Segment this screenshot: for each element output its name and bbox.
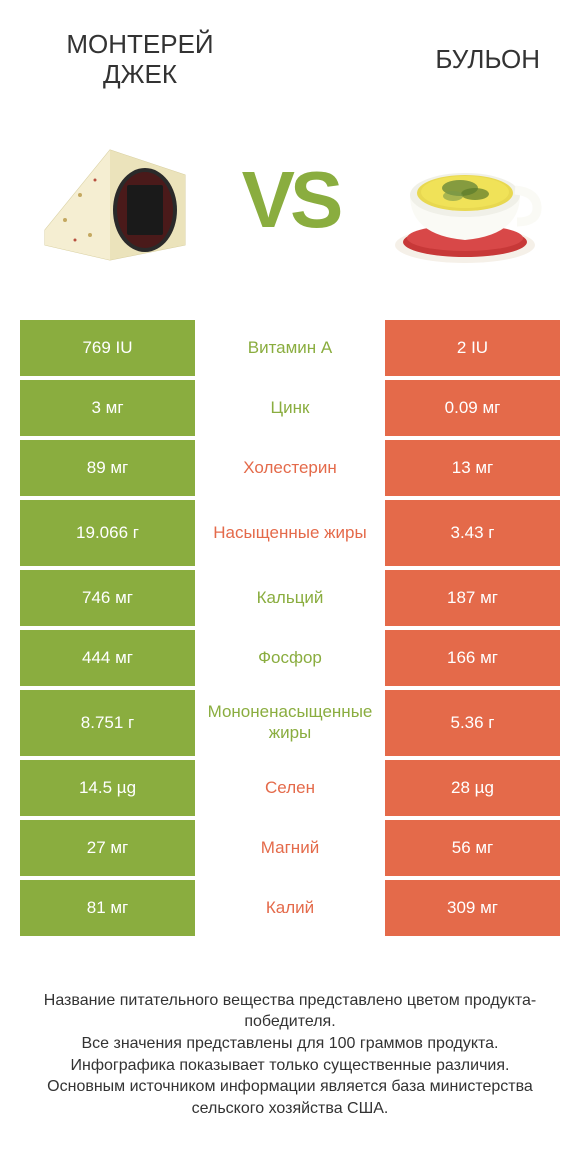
header: МОНТЕРЕЙ ДЖЕК БУЛЬОН (0, 0, 580, 100)
footer-notes: Название питательного вещества представл… (0, 940, 580, 1120)
cell-nutrient-label: Селен (195, 760, 385, 816)
cell-nutrient-label: Насыщенные жиры (195, 500, 385, 566)
images-row: VS (0, 100, 580, 320)
vs-badge: VS (242, 154, 339, 246)
cell-left-value: 81 мг (20, 880, 195, 936)
title-right: БУЛЬОН (340, 30, 540, 75)
cell-right-value: 0.09 мг (385, 380, 560, 436)
cell-left-value: 8.751 г (20, 690, 195, 756)
cell-right-value: 13 мг (385, 440, 560, 496)
table-row: 89 мгХолестерин13 мг (20, 440, 560, 496)
cell-left-value: 27 мг (20, 820, 195, 876)
cell-left-value: 89 мг (20, 440, 195, 496)
cell-nutrient-label: Витамин A (195, 320, 385, 376)
cell-right-value: 28 µg (385, 760, 560, 816)
cell-right-value: 5.36 г (385, 690, 560, 756)
cell-nutrient-label: Фосфор (195, 630, 385, 686)
table-row: 81 мгКалий309 мг (20, 880, 560, 936)
cell-left-value: 14.5 µg (20, 760, 195, 816)
cell-left-value: 19.066 г (20, 500, 195, 566)
cell-nutrient-label: Цинк (195, 380, 385, 436)
footer-line-3: Инфографика показывает только существенн… (25, 1055, 555, 1077)
table-row: 3 мгЦинк0.09 мг (20, 380, 560, 436)
table-row: 8.751 гМононенасыщенные жиры5.36 г (20, 690, 560, 756)
cell-nutrient-label: Кальций (195, 570, 385, 626)
footer-line-1: Название питательного вещества представл… (25, 990, 555, 1033)
cell-nutrient-label: Мононенасыщенные жиры (195, 690, 385, 756)
cheese-image (30, 115, 200, 285)
cell-right-value: 309 мг (385, 880, 560, 936)
table-row: 19.066 гНасыщенные жиры3.43 г (20, 500, 560, 566)
cell-left-value: 769 IU (20, 320, 195, 376)
table-row: 444 мгФосфор166 мг (20, 630, 560, 686)
cell-right-value: 2 IU (385, 320, 560, 376)
cell-nutrient-label: Калий (195, 880, 385, 936)
table-row: 27 мгМагний56 мг (20, 820, 560, 876)
table-row: 746 мгКальций187 мг (20, 570, 560, 626)
cell-nutrient-label: Холестерин (195, 440, 385, 496)
broth-image (380, 115, 550, 285)
cell-right-value: 56 мг (385, 820, 560, 876)
table-row: 14.5 µgСелен28 µg (20, 760, 560, 816)
cell-left-value: 746 мг (20, 570, 195, 626)
cell-left-value: 3 мг (20, 380, 195, 436)
cell-left-value: 444 мг (20, 630, 195, 686)
cell-right-value: 3.43 г (385, 500, 560, 566)
footer-line-4: Основным источником информации является … (25, 1076, 555, 1119)
table-row: 769 IUВитамин A2 IU (20, 320, 560, 376)
footer-line-2: Все значения представлены для 100 граммо… (25, 1033, 555, 1055)
title-left: МОНТЕРЕЙ ДЖЕК (40, 30, 240, 90)
comparison-table: 769 IUВитамин A2 IU3 мгЦинк0.09 мг89 мгХ… (0, 320, 580, 936)
cell-right-value: 166 мг (385, 630, 560, 686)
cell-right-value: 187 мг (385, 570, 560, 626)
cell-nutrient-label: Магний (195, 820, 385, 876)
